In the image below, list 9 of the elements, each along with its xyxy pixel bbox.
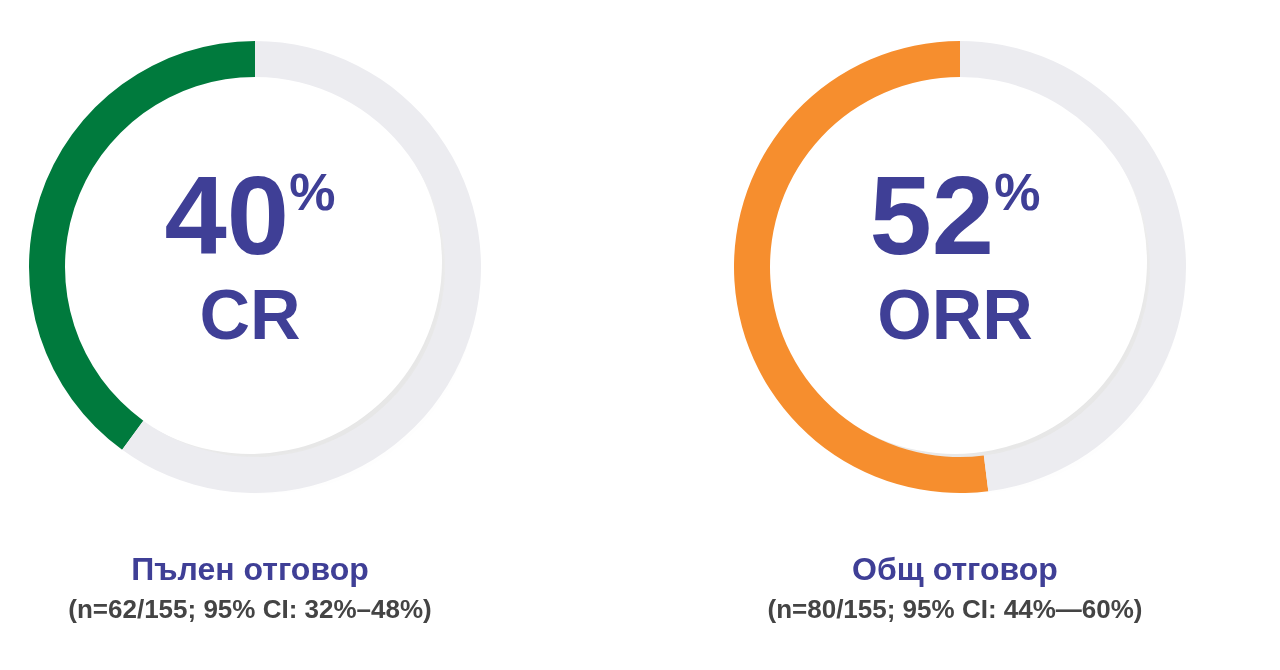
slice-label: CR (198, 276, 302, 354)
text: (n=80/155; 95% CI: 44%—60%) (766, 594, 1144, 626)
text: Общ отговор (851, 550, 1059, 589)
text: Пълен отговор (130, 550, 370, 589)
text: (n=62/155; 95% CI: 32%–48%) (67, 594, 433, 626)
donut-slice (122, 41, 481, 493)
data-label: 52$^{%}$ (868, 153, 1042, 278)
slice-label: ORR (876, 276, 1034, 354)
data-label: 40$^{%}$ (163, 153, 337, 278)
